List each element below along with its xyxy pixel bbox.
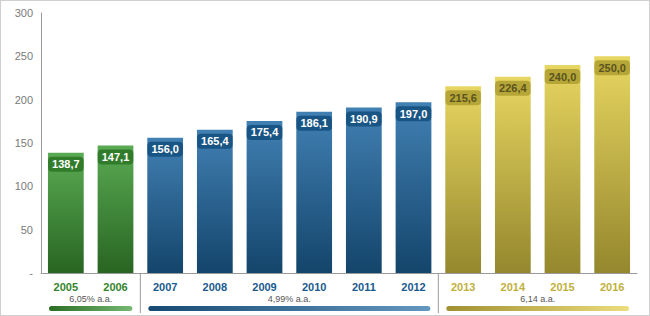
svg-text:6,05% a.a.: 6,05% a.a. <box>69 294 112 304</box>
svg-text:175,4: 175,4 <box>251 126 279 138</box>
svg-text:200: 200 <box>15 94 33 106</box>
svg-text:2006: 2006 <box>103 281 127 293</box>
svg-text:2013: 2013 <box>451 281 475 293</box>
svg-text:147,1: 147,1 <box>102 151 130 163</box>
svg-text:2005: 2005 <box>54 281 78 293</box>
svg-text:138,7: 138,7 <box>52 158 80 170</box>
svg-text:240,0: 240,0 <box>549 71 577 83</box>
svg-text:6,14 a.a.: 6,14 a.a. <box>520 294 555 304</box>
svg-text:2010: 2010 <box>302 281 326 293</box>
svg-text:197,0: 197,0 <box>400 108 428 120</box>
svg-text:-: - <box>29 267 33 279</box>
svg-text:2009: 2009 <box>252 281 276 293</box>
svg-text:2016: 2016 <box>600 281 624 293</box>
svg-text:300: 300 <box>15 7 33 19</box>
svg-text:190,9: 190,9 <box>350 113 378 125</box>
svg-text:156,0: 156,0 <box>151 143 179 155</box>
svg-text:250,0: 250,0 <box>598 62 626 74</box>
svg-text:150: 150 <box>15 137 33 149</box>
svg-text:215,6: 215,6 <box>449 92 477 104</box>
svg-text:186,1: 186,1 <box>300 117 328 129</box>
svg-text:250: 250 <box>15 50 33 62</box>
svg-text:2015: 2015 <box>550 281 574 293</box>
svg-text:2014: 2014 <box>501 281 526 293</box>
svg-text:226,4: 226,4 <box>499 82 527 94</box>
svg-text:2007: 2007 <box>153 281 177 293</box>
svg-text:100: 100 <box>15 180 33 192</box>
svg-text:50: 50 <box>21 224 33 236</box>
svg-text:2012: 2012 <box>401 281 425 293</box>
svg-text:4,99% a.a.: 4,99% a.a. <box>268 294 311 304</box>
svg-text:2008: 2008 <box>203 281 227 293</box>
svg-text:165,4: 165,4 <box>201 135 229 147</box>
svg-text:2011: 2011 <box>352 281 376 293</box>
